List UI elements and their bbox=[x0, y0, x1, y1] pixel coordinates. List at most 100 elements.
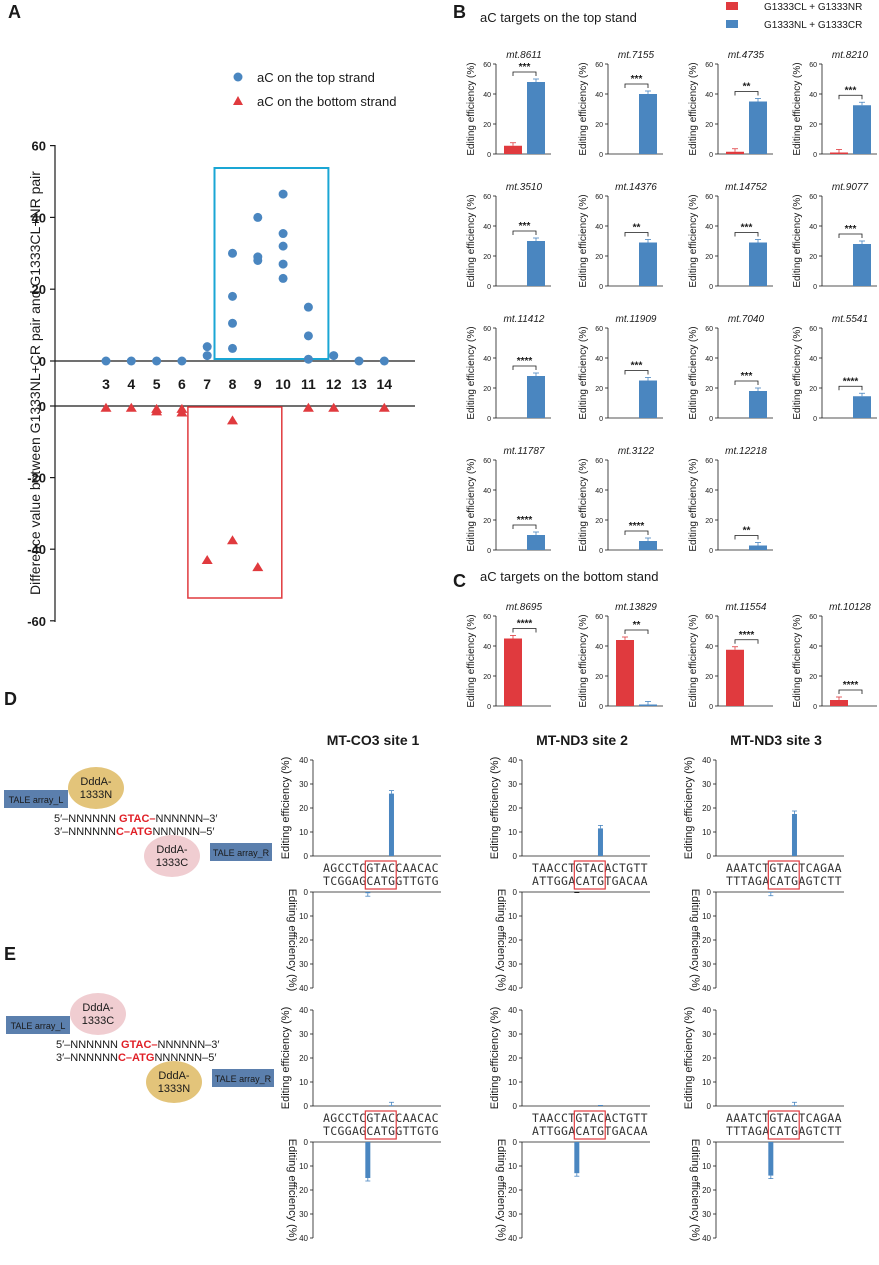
sequence-segment: C– bbox=[116, 826, 130, 838]
site-tick-label: 20 bbox=[508, 804, 517, 813]
bar-blue bbox=[527, 241, 545, 286]
data-point-bottom bbox=[378, 402, 390, 412]
mini-y-tick-label: 60 bbox=[705, 614, 713, 621]
site-tick-label: 10 bbox=[299, 1162, 308, 1171]
ddda-top-line1: DddA- bbox=[80, 776, 112, 788]
site-y-title-top: Editing efficiency (%) bbox=[489, 757, 501, 860]
panel-c: aC targets on the bottom stand mt.8695 0 20… bbox=[466, 569, 877, 711]
site-tick-label: 40 bbox=[299, 756, 308, 765]
mini-y-tick-label: 40 bbox=[483, 92, 491, 99]
mini-y-tick-label: 0 bbox=[487, 284, 491, 291]
site-sequence-top: AAATCTGTACTCAGAA bbox=[726, 861, 842, 875]
data-point-top bbox=[379, 356, 389, 366]
mini-y-tick-label: 40 bbox=[705, 644, 713, 651]
sequence-bottom-strand: 3′–NNNNNNC–ATGNNNNNN–5′ bbox=[54, 826, 214, 838]
ddda-top-line1: DddA- bbox=[82, 1002, 114, 1014]
significance-bracket bbox=[624, 629, 649, 634]
data-point-top bbox=[354, 356, 364, 366]
x-tick-label: 6 bbox=[178, 376, 186, 392]
mini-y-tick-label: 60 bbox=[595, 194, 603, 201]
site-tick-label: 40 bbox=[508, 756, 517, 765]
mini-y-axis-title: Editing efficiency (%) bbox=[466, 194, 477, 287]
site-bar-top bbox=[597, 828, 603, 856]
x-tick-label: 9 bbox=[254, 376, 262, 392]
legend-swatch-red bbox=[726, 2, 738, 10]
bar-red bbox=[504, 145, 522, 154]
mini-y-tick-label: 40 bbox=[483, 356, 491, 363]
bar-blue bbox=[749, 242, 767, 286]
sequence-segment: G bbox=[119, 813, 128, 825]
highlight-box-top bbox=[213, 167, 330, 360]
mini-chart-mt-8210: mt.8210 0 20 40 60 Editing efficiency (%) *** bbox=[792, 50, 877, 159]
site-tick-label: 40 bbox=[299, 1234, 308, 1243]
mini-y-axis-title: Editing efficiency (%) bbox=[578, 62, 589, 155]
panel-label-d: D bbox=[4, 689, 17, 709]
bar-blue bbox=[527, 535, 545, 550]
bar-blue bbox=[639, 242, 657, 286]
tale-array-left bbox=[6, 1016, 70, 1034]
significance-label: **** bbox=[843, 376, 859, 387]
significance-bracket bbox=[624, 83, 649, 88]
site-title: MT-CO3 site 1 bbox=[327, 732, 420, 748]
y-tick-label: -60 bbox=[27, 614, 46, 629]
mini-y-tick-label: 20 bbox=[483, 386, 491, 393]
significance-bracket bbox=[838, 233, 863, 238]
data-point-bottom bbox=[252, 562, 264, 572]
significance-bracket bbox=[512, 524, 537, 529]
site-tick-label: 10 bbox=[702, 1162, 711, 1171]
mini-chart-title: mt.7040 bbox=[728, 314, 765, 325]
mini-y-tick-label: 60 bbox=[483, 326, 491, 333]
mini-y-tick-label: 20 bbox=[705, 674, 713, 681]
ddda-oval-top bbox=[70, 993, 126, 1035]
significance-bracket bbox=[734, 232, 759, 237]
site-sequence-top: AAATCTGTACTCAGAA bbox=[726, 1111, 842, 1125]
significance-label: **** bbox=[517, 515, 533, 526]
mini-chart-mt-9077: mt.9077 0 20 40 60 Editing efficiency (%) *** bbox=[792, 182, 877, 291]
panel-label-e: E bbox=[4, 944, 16, 964]
significance-bracket bbox=[838, 385, 863, 391]
mini-chart-title: mt.14752 bbox=[725, 182, 767, 193]
site-tick-label: 10 bbox=[702, 828, 711, 837]
site-sequence-top: TAACCTGTACACTGTT bbox=[532, 861, 648, 875]
mini-y-tick-label: 20 bbox=[483, 674, 491, 681]
legend-marker-top bbox=[233, 72, 243, 82]
mini-y-axis-title: Editing efficiency (%) bbox=[688, 62, 699, 155]
site-bar-top bbox=[388, 1105, 394, 1106]
site-tick-label: 40 bbox=[702, 1006, 711, 1015]
mini-y-tick-label: 0 bbox=[599, 548, 603, 555]
mini-y-tick-label: 40 bbox=[483, 488, 491, 495]
site-tick-label: 30 bbox=[299, 960, 308, 969]
mini-y-tick-label: 20 bbox=[595, 386, 603, 393]
bar-blue bbox=[853, 105, 871, 154]
legend-marker-bottom bbox=[233, 96, 243, 105]
site-y-title-bottom: Editing efficiency (%) bbox=[689, 889, 701, 992]
sequence-segment: 5′–NNNNNN bbox=[54, 813, 119, 825]
tale-array-right-label: TALE array_R bbox=[213, 848, 270, 858]
site-sequence-bottom: TCGGAGCATGGTTGTG bbox=[323, 874, 439, 888]
target-site-box bbox=[573, 860, 606, 890]
site-tick-label: 0 bbox=[304, 1138, 309, 1147]
mini-y-tick-label: 20 bbox=[705, 386, 713, 393]
significance-label: *** bbox=[741, 223, 753, 234]
significance-bracket bbox=[734, 380, 759, 385]
mini-y-axis-title: Editing efficiency (%) bbox=[792, 62, 803, 155]
mini-chart-mt-8695: mt.8695 0 20 40 60 Editing efficiency (%) **** bbox=[466, 602, 551, 711]
mini-chart-title: mt.8210 bbox=[832, 50, 869, 61]
mini-y-tick-label: 0 bbox=[813, 704, 817, 711]
ddda-bottom-line1: DddA- bbox=[156, 844, 188, 856]
mini-chart-title: mt.12218 bbox=[725, 446, 767, 457]
data-point-top bbox=[253, 212, 263, 222]
site-tick-label: 20 bbox=[702, 1186, 711, 1195]
data-point-top bbox=[228, 291, 237, 301]
x-tick-label: 13 bbox=[351, 376, 367, 392]
mini-y-tick-label: 40 bbox=[809, 356, 817, 363]
data-point-top bbox=[303, 302, 313, 312]
site-y-title-top: Editing efficiency (%) bbox=[280, 757, 292, 860]
site-tick-label: 40 bbox=[508, 1234, 517, 1243]
mini-y-tick-label: 40 bbox=[595, 92, 603, 99]
site-sequence-bottom: TTTAGACATGAGTCTT bbox=[726, 874, 842, 888]
data-point-top bbox=[303, 331, 313, 341]
significance-bracket bbox=[512, 230, 537, 235]
